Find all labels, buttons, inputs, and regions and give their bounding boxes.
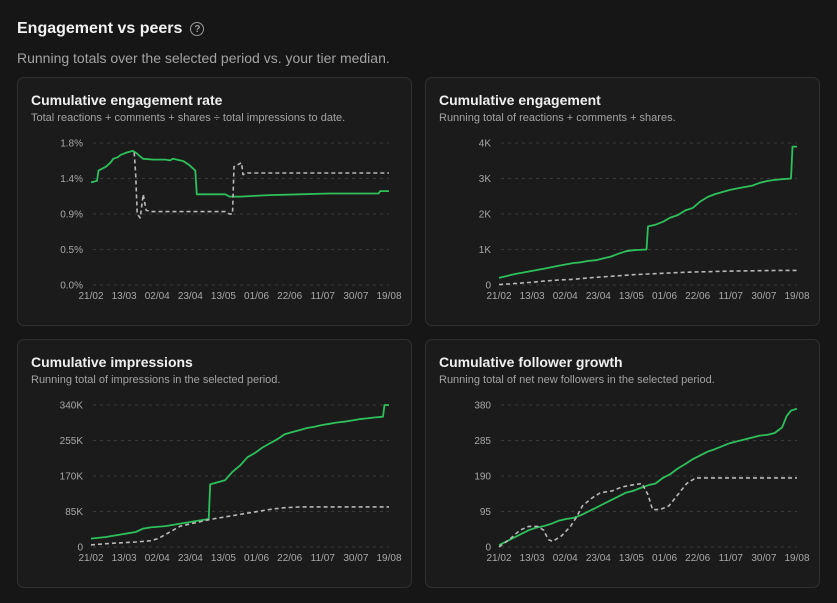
x-tick-label: 21/02 [486,291,511,302]
x-tick-label: 11/07 [311,291,336,302]
engagement-card: Cumulative engagement Running total of r… [425,77,820,326]
y-tick-label: 0.0% [60,281,83,292]
x-tick-label: 02/04 [553,291,578,302]
page-title: Engagement vs peers [17,20,183,37]
card-subtitle: Total reactions + comments + shares ÷ to… [31,112,346,124]
y-tick-label: 1.4% [60,174,83,185]
card-subtitle: Running total of reactions + comments + … [439,112,676,124]
you-series-line [498,407,798,546]
you-series-line [90,150,389,198]
y-tick-label: 190 [474,472,491,483]
x-tick-label: 21/02 [486,553,511,564]
x-tick-label: 23/04 [178,291,203,302]
card-title: Cumulative engagement rate [31,92,223,108]
x-tick-label: 13/03 [520,553,545,564]
x-tick-label: 22/06 [277,553,302,564]
y-tick-label: 3K [479,174,492,185]
y-tick-label: 4K [479,139,492,150]
x-tick-label: 23/04 [586,291,611,302]
x-tick-label: 23/04 [178,553,203,564]
median-series-line [90,506,389,546]
y-tick-label: 0 [77,543,83,554]
x-tick-label: 13/03 [112,291,137,302]
x-tick-label: 13/05 [619,553,644,564]
x-tick-label: 21/02 [78,291,103,302]
impressions-card: Cumulative impressions Running total of … [17,339,412,588]
y-tick-label: 0 [485,543,491,554]
x-tick-label: 22/06 [685,291,710,302]
x-tick-label: 22/06 [277,291,302,302]
y-tick-label: 95 [480,507,492,518]
x-tick-label: 19/08 [784,553,809,564]
y-tick-label: 85K [65,507,83,518]
x-tick-label: 01/06 [244,553,269,564]
page-subtitle: Running totals over the selected period … [17,50,390,66]
x-tick-label: 30/07 [343,291,368,302]
help-icon[interactable]: ? [190,22,205,36]
x-tick-label: 30/07 [751,553,776,564]
median-series-line [498,269,797,286]
y-tick-label: 0 [485,281,491,292]
x-tick-label: 01/06 [652,291,677,302]
x-tick-label: 11/07 [719,291,744,302]
y-tick-label: 340K [60,401,84,412]
y-tick-label: 2K [479,210,492,221]
x-tick-label: 13/03 [112,553,137,564]
x-tick-label: 23/04 [586,553,611,564]
x-tick-label: 13/03 [520,291,545,302]
y-tick-label: 1.8% [60,139,83,150]
x-tick-label: 01/06 [244,291,269,302]
x-tick-label: 13/05 [211,553,236,564]
card-title: Cumulative engagement [439,92,601,108]
median-series-line [133,152,389,219]
impressions-chart: 0 85K 170K 255K 340K 21/02 13/03 02/04 23/04 13/0… [60,401,402,565]
y-tick-label: 0.5% [60,245,83,256]
page-header: Engagement vs peers ? Running totals ove… [17,20,390,66]
x-tick-label: 19/08 [376,553,401,564]
card-title: Cumulative follower growth [439,354,623,370]
you-series-line [498,145,797,279]
x-tick-label: 13/05 [211,291,236,302]
engagement-rate-chart: 0.0% 0.5% 0.9% 1.4% 1.8% 21/02 13/03 02/04 23/04… [60,139,402,303]
x-tick-label: 02/04 [145,553,170,564]
y-tick-label: 255K [60,436,84,447]
y-tick-label: 285 [474,436,491,447]
y-tick-label: 380 [474,401,491,412]
x-tick-label: 02/04 [145,291,170,302]
x-tick-label: 21/02 [78,553,103,564]
follower-growth-card: Cumulative follower growth Running total… [425,339,820,588]
x-tick-label: 01/06 [652,553,677,564]
x-tick-label: 11/07 [719,553,744,564]
you-series-line [90,404,389,540]
card-subtitle: Running total of net new followers in th… [439,374,715,386]
y-tick-label: 170K [60,472,84,483]
card-subtitle: Running total of impressions in the sele… [31,374,281,386]
x-tick-label: 11/07 [311,553,336,564]
x-tick-label: 19/08 [376,291,401,302]
engagement-chart: 0 1K 2K 3K 4K 21/02 13/03 02/04 23/04 13/05 01/06 2… [479,139,810,303]
x-tick-label: 02/04 [553,553,578,564]
y-tick-label: 1K [479,245,492,256]
card-title: Cumulative impressions [31,354,193,370]
x-tick-label: 30/07 [751,291,776,302]
y-tick-label: 0.9% [60,210,83,221]
follower-growth-chart: 0 95 190 285 380 21/02 13/03 02/04 23/04 13/05 01/… [474,401,810,565]
title-row: Engagement vs peers ? [17,20,390,38]
x-tick-label: 30/07 [343,553,368,564]
median-series-line [498,477,797,548]
engagement-rate-card: Cumulative engagement rate Total reactio… [17,77,412,326]
x-tick-label: 13/05 [619,291,644,302]
x-tick-label: 19/08 [784,291,809,302]
x-tick-label: 22/06 [685,553,710,564]
